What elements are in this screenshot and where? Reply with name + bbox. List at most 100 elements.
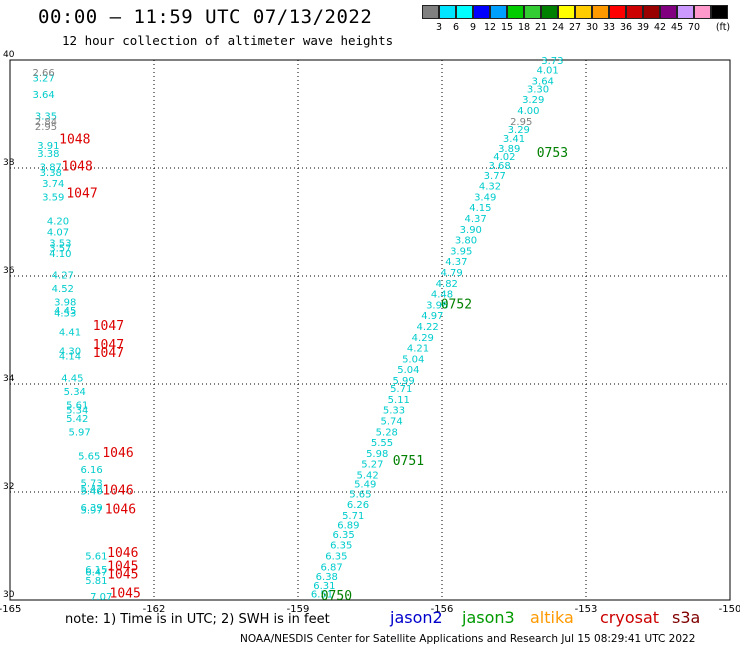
data-point-label: 4.53 bbox=[54, 309, 76, 320]
time-label: 1046 bbox=[105, 503, 136, 518]
data-point-label: 4.14 bbox=[59, 352, 81, 363]
data-point-label: 5.34 bbox=[64, 387, 86, 398]
time-label: 1047 bbox=[66, 187, 97, 202]
colorbar-label: 18 bbox=[517, 22, 531, 33]
time-label: 1046 bbox=[107, 546, 138, 561]
data-point-label: 3.98 bbox=[54, 298, 76, 309]
colorbar-unit: (ft) bbox=[715, 22, 731, 33]
data-point-label: 4.15 bbox=[469, 203, 491, 214]
data-point-label: 6.31 bbox=[313, 581, 335, 592]
colorbar-label: 15 bbox=[500, 22, 514, 33]
x-tick-label: -153 bbox=[575, 604, 598, 615]
data-point-label: 2.84 bbox=[35, 117, 57, 128]
colorbar-swatch bbox=[439, 5, 456, 19]
x-tick-label: -165 bbox=[0, 604, 21, 615]
data-point-label: 5.81 bbox=[85, 576, 107, 587]
data-point-label: 4.10 bbox=[49, 249, 71, 260]
data-point-label: 5.74 bbox=[380, 417, 402, 428]
data-point-label: 6.39 bbox=[80, 503, 102, 514]
data-point-label: 4.48 bbox=[431, 290, 453, 301]
y-tick-label: 30 bbox=[3, 590, 15, 600]
data-point-label: 5.28 bbox=[376, 427, 398, 438]
colorbar-swatch bbox=[711, 5, 728, 19]
data-point-label: 5.65 bbox=[349, 489, 371, 500]
data-point-label: 4.37 bbox=[464, 214, 486, 225]
data-point-label: 3.29 bbox=[522, 95, 544, 106]
data-point-label: 5.33 bbox=[383, 406, 405, 417]
colorbar-swatch bbox=[592, 5, 609, 19]
data-point-label: 3.80 bbox=[455, 236, 477, 247]
time-label: 1047 bbox=[93, 338, 124, 353]
data-point-label: 3.64 bbox=[32, 90, 54, 101]
y-tick-label: 38 bbox=[3, 158, 15, 168]
data-point-label: 3.87 bbox=[40, 163, 62, 174]
colorbar-label: 9 bbox=[469, 22, 477, 33]
y-tick-label: 34 bbox=[3, 374, 15, 384]
time-label: 0751 bbox=[393, 454, 424, 469]
colorbar-label: 45 bbox=[670, 22, 684, 33]
time-label: 1045 bbox=[107, 559, 138, 574]
x-tick-label: -159 bbox=[287, 604, 310, 615]
data-point-label: 4.97 bbox=[421, 311, 443, 322]
data-point-label: 4.82 bbox=[436, 279, 458, 290]
data-point-label: 3.68 bbox=[488, 161, 510, 172]
colorbar-label: 33 bbox=[602, 22, 616, 33]
colorbar-swatch bbox=[507, 5, 524, 19]
colorbar-label: 21 bbox=[534, 22, 548, 33]
data-point-label: 3.74 bbox=[42, 179, 64, 190]
data-point-label: 7.07 bbox=[90, 592, 112, 603]
data-point-label: 3.90 bbox=[460, 225, 482, 236]
colorbar-swatch bbox=[541, 5, 558, 19]
data-point-label: 4.21 bbox=[407, 344, 429, 355]
data-point-label: 4.32 bbox=[479, 182, 501, 193]
data-point-label: 6.16 bbox=[80, 465, 102, 476]
colorbar-label: 42 bbox=[653, 22, 667, 33]
data-point-label: 4.20 bbox=[47, 217, 69, 228]
plot-frame bbox=[9, 59, 731, 601]
data-point-label: 5.04 bbox=[397, 365, 419, 376]
data-point-label: 6.89 bbox=[337, 521, 359, 532]
data-point-label: 5.61 bbox=[66, 400, 88, 411]
data-point-label: 3.98 bbox=[426, 300, 448, 311]
legend-altika: altika bbox=[530, 608, 574, 627]
data-point-label: 3.41 bbox=[503, 134, 525, 145]
colorbar-swatch bbox=[422, 5, 439, 19]
data-point-label: 3.91 bbox=[37, 141, 59, 152]
data-point-label: 4.02 bbox=[493, 152, 515, 163]
data-point-label: 5.11 bbox=[388, 395, 410, 406]
data-point-label: 5.65 bbox=[78, 452, 100, 463]
colorbar-swatch bbox=[643, 5, 660, 19]
time-label: 0750 bbox=[321, 589, 352, 604]
time-label: 0753 bbox=[537, 146, 568, 161]
data-point-label: 5.42 bbox=[80, 484, 102, 495]
time-label: 1048 bbox=[62, 160, 93, 175]
data-point-label: 4.07 bbox=[47, 228, 69, 239]
time-label: 1046 bbox=[102, 446, 133, 461]
colorbar-swatch bbox=[609, 5, 626, 19]
colorbar-label: 36 bbox=[619, 22, 633, 33]
data-point-label: 5.49 bbox=[354, 480, 376, 491]
data-point-label: 2.95 bbox=[35, 122, 57, 133]
data-point-label: 3.59 bbox=[42, 192, 64, 203]
data-point-label: 5.04 bbox=[402, 354, 424, 365]
colorbar-label: 3 bbox=[435, 22, 443, 33]
data-point-label: 4.41 bbox=[59, 327, 81, 338]
legend-jason3: jason3 bbox=[462, 608, 515, 627]
data-point-label: 3.38 bbox=[37, 149, 59, 160]
data-point-label: 5.34 bbox=[66, 406, 88, 417]
data-point-label: 5.97 bbox=[68, 427, 90, 438]
time-label: 1047 bbox=[93, 319, 124, 334]
data-point-label: 5.71 bbox=[342, 511, 364, 522]
data-point-label: 6.35 bbox=[332, 530, 354, 541]
data-point-label: 6.38 bbox=[316, 572, 338, 583]
time-label: 1046 bbox=[102, 484, 133, 499]
time-label: 1047 bbox=[93, 346, 124, 361]
data-point-label: 6.35 bbox=[330, 541, 352, 552]
time-label: 1048 bbox=[59, 133, 90, 148]
data-point-label: 5.27 bbox=[361, 460, 383, 471]
data-point-label: 3.49 bbox=[474, 192, 496, 203]
data-point-label: 6.51 bbox=[311, 589, 333, 600]
data-point-label: 5.61 bbox=[85, 552, 107, 563]
colorbar-label: 30 bbox=[585, 22, 599, 33]
